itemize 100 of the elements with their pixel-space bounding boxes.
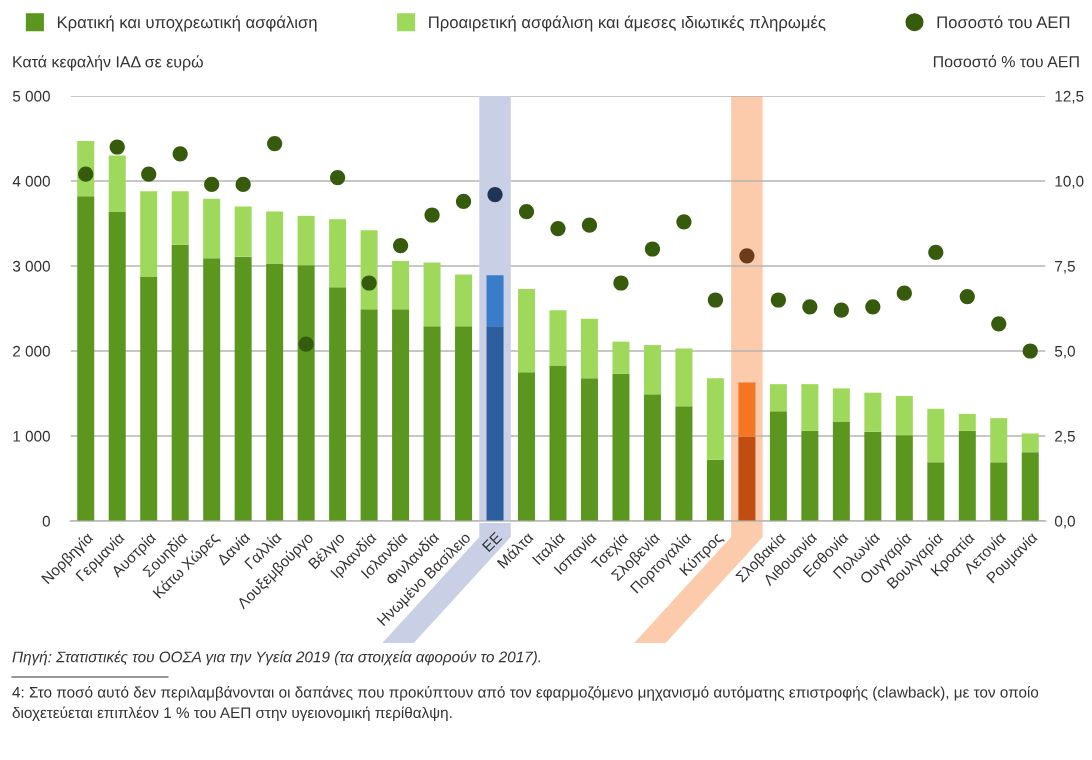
y2-axis-title: Ποσοστό % του ΑΕΠ	[933, 55, 1079, 68]
bar	[171, 244, 189, 521]
bar	[738, 436, 756, 521]
point	[204, 176, 220, 193]
bar	[140, 277, 158, 521]
bar	[518, 372, 536, 521]
y-tick-label: 4 000	[12, 175, 50, 187]
point	[833, 302, 849, 318]
point	[959, 288, 975, 305]
point	[991, 316, 1007, 332]
bar	[234, 256, 252, 521]
point	[613, 275, 629, 291]
point	[267, 135, 283, 152]
point	[644, 241, 661, 257]
bar	[927, 462, 945, 521]
bar	[108, 155, 126, 212]
point	[770, 292, 786, 308]
bar	[455, 274, 473, 327]
y-axis-title: Κατά κεφαλήν ΙΑΔ σε ευρώ	[13, 55, 203, 71]
bar	[171, 191, 189, 245]
legend-label: Κρατική και υποχρεωτική ασφάλιση	[57, 15, 317, 32]
legend-label: Ποσοστό του ΑΕΠ	[937, 15, 1070, 29]
point	[455, 193, 472, 210]
point	[330, 169, 346, 186]
point	[581, 217, 598, 233]
bar	[801, 384, 819, 431]
bar	[895, 435, 913, 521]
point	[1022, 343, 1038, 359]
point	[109, 139, 125, 155]
bar	[832, 388, 850, 422]
bar	[580, 318, 598, 379]
bar	[612, 341, 630, 374]
bar	[1021, 452, 1039, 521]
bar	[738, 382, 756, 437]
point	[235, 176, 251, 193]
bar	[108, 211, 126, 521]
bar	[297, 215, 315, 266]
bar	[486, 275, 504, 327]
point	[550, 220, 566, 237]
bar	[392, 309, 410, 521]
bar	[864, 431, 882, 521]
bar	[266, 211, 284, 264]
bar	[958, 413, 976, 431]
y2-tick-label: 5,0	[1054, 345, 1075, 359]
bar	[832, 421, 850, 521]
bar	[769, 384, 787, 412]
bar	[580, 378, 598, 521]
point	[896, 285, 912, 301]
y-tick-label: 5 000	[12, 90, 50, 102]
bar	[392, 260, 410, 310]
bar	[266, 263, 284, 521]
bar	[77, 196, 95, 521]
bar	[297, 265, 315, 521]
bar	[329, 219, 347, 288]
point	[424, 207, 440, 223]
point	[361, 275, 377, 291]
y2-tick-label: 0,0	[1054, 515, 1075, 529]
bar	[549, 365, 567, 521]
point	[298, 336, 314, 352]
bar	[643, 394, 661, 521]
bar	[140, 191, 158, 278]
y2-tick-label: 12,5	[1055, 90, 1084, 104]
bar	[360, 309, 378, 521]
bar	[329, 287, 347, 521]
text: Πηγή: Στατιστικές του ΟΟΣΑ για την Υγεία 2019 (τα στοιχεία αφορούν το 2017).	[12, 650, 541, 666]
bar	[1021, 433, 1039, 453]
bar	[675, 406, 693, 521]
bar	[486, 326, 504, 521]
point	[141, 166, 157, 182]
bar	[990, 462, 1008, 521]
bar	[549, 310, 567, 366]
y-tick-label: 2 000	[13, 345, 50, 357]
point	[676, 214, 692, 230]
bar	[203, 198, 221, 259]
y2-tick-label: 2,5	[1055, 430, 1075, 444]
bar	[990, 418, 1008, 463]
point	[865, 299, 881, 315]
bar	[423, 326, 441, 521]
y2-tick-label: 7,5	[1055, 261, 1075, 274]
bar	[234, 206, 252, 257]
bar	[895, 396, 913, 436]
point	[928, 244, 944, 261]
point	[802, 299, 818, 315]
bar	[958, 430, 976, 521]
y2-tick-label: 10,0	[1055, 175, 1084, 189]
bar	[927, 408, 945, 463]
bar	[706, 459, 724, 521]
point	[518, 203, 535, 220]
point	[487, 186, 503, 203]
bar	[643, 345, 661, 395]
point	[707, 292, 724, 308]
bar	[769, 411, 787, 521]
bar	[612, 373, 630, 521]
point	[392, 237, 409, 254]
bar	[801, 430, 819, 521]
y-tick-label: 3 000	[12, 260, 50, 272]
legend-label: Προαιρετική ασφάλιση και άμεσες ιδιωτικές πληρωμές	[429, 15, 826, 32]
y-tick-label: 0	[42, 515, 50, 527]
bar	[864, 392, 882, 432]
bar	[455, 326, 473, 521]
